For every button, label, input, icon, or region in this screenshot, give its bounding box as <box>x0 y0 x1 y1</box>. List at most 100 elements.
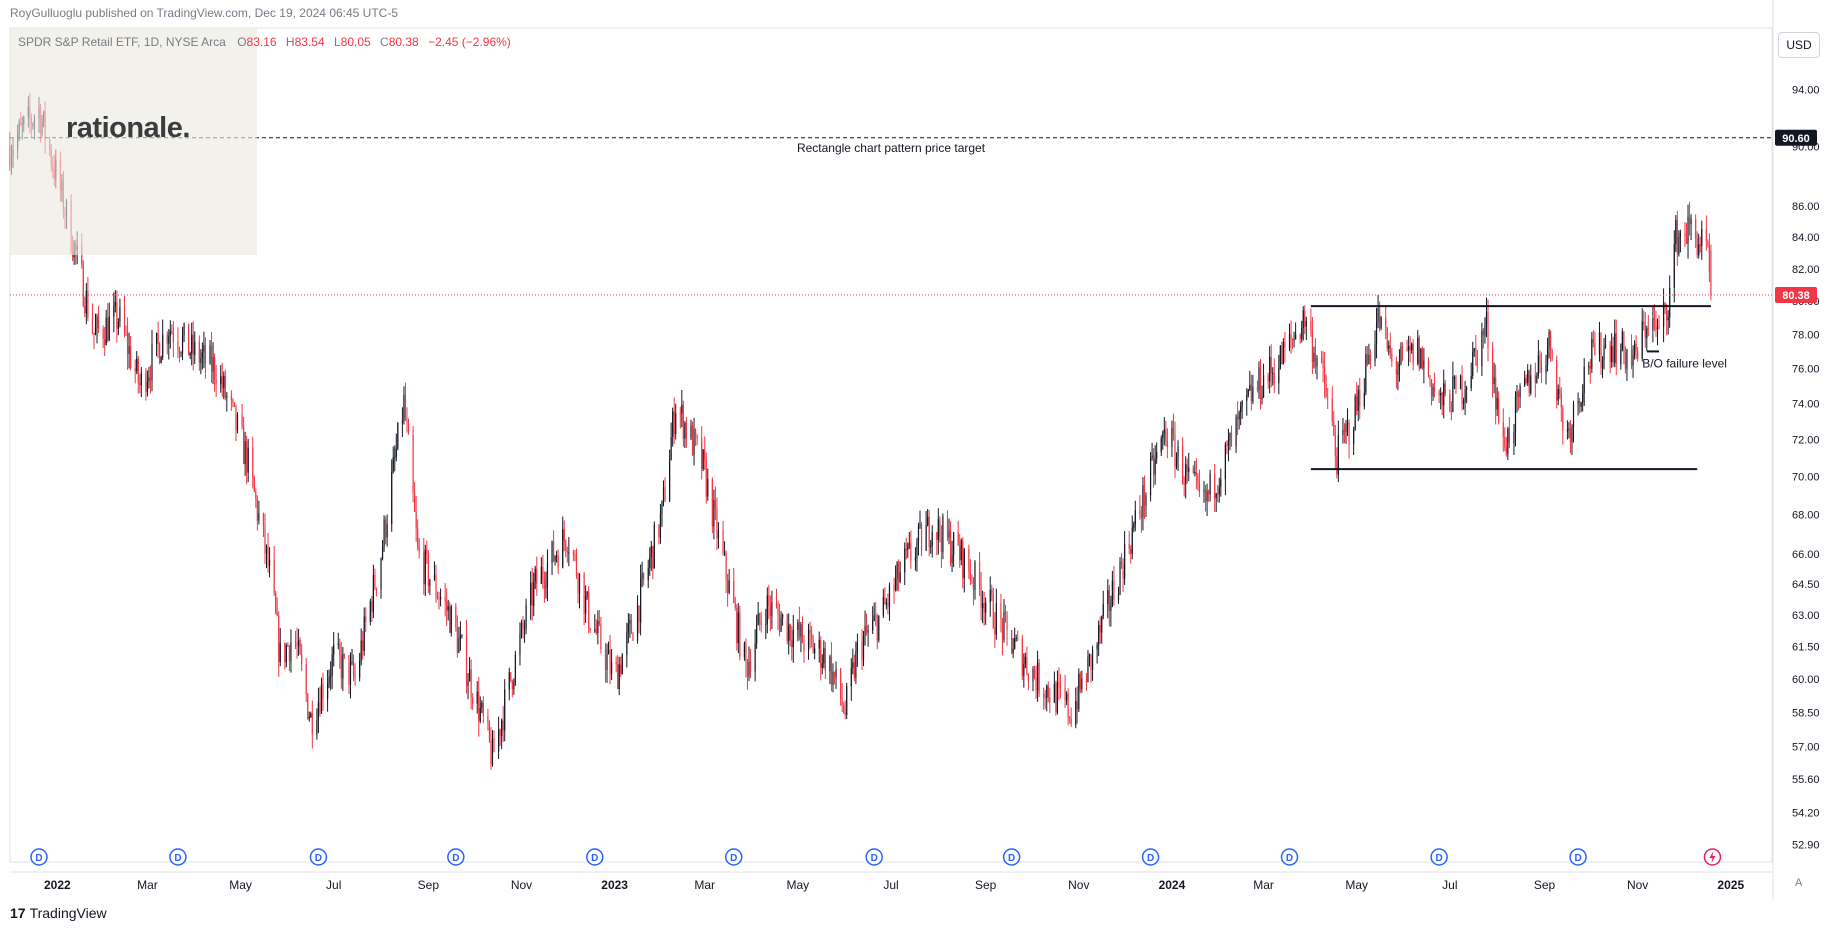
candle-body <box>351 661 353 663</box>
candle-body <box>1357 389 1359 411</box>
candle-body <box>736 607 738 644</box>
candle-body <box>780 618 782 632</box>
candle-body <box>1429 376 1431 380</box>
candle-body <box>1388 345 1390 349</box>
candle-body <box>1369 354 1372 362</box>
candle-body <box>962 540 964 579</box>
x-tick-label: 2025 <box>1717 878 1744 892</box>
x-tick-label: May <box>1345 878 1368 892</box>
candle-body <box>1562 407 1564 431</box>
candle-body <box>1267 375 1269 382</box>
candle-body <box>675 413 677 435</box>
candle-body <box>1487 311 1489 349</box>
candle-body <box>1171 428 1173 447</box>
candle-body <box>1342 429 1344 436</box>
candle-body <box>1675 219 1677 245</box>
candle-body <box>983 603 985 613</box>
candle-body <box>209 345 211 364</box>
candle-body <box>994 627 996 635</box>
y-tick-label: 84.00 <box>1792 232 1820 244</box>
candle-body <box>551 541 553 563</box>
candle-body <box>1559 389 1561 394</box>
candle-body <box>233 402 236 406</box>
candle-body <box>265 545 268 554</box>
candle-body <box>252 447 254 478</box>
candle-body <box>279 642 281 662</box>
candle-body <box>1537 355 1539 376</box>
candle-body <box>172 333 174 342</box>
candle-body <box>478 691 480 721</box>
candle-body <box>349 662 352 685</box>
y-tick-label: 70.00 <box>1792 472 1820 484</box>
candle-body <box>1449 394 1451 412</box>
candle-body <box>907 544 909 551</box>
x-tick-label: 2022 <box>44 878 71 892</box>
candle-body <box>989 589 991 603</box>
candle-body <box>1633 343 1636 356</box>
candle-body <box>1502 422 1504 437</box>
candle-body <box>835 668 837 678</box>
candle-body <box>365 616 367 623</box>
y-tick-label: 63.00 <box>1792 610 1820 622</box>
candle-body <box>149 377 152 381</box>
candle-body <box>96 316 98 329</box>
candle-body <box>704 449 706 461</box>
candle-body <box>920 524 923 551</box>
candle-body <box>1269 356 1271 382</box>
candle-body <box>1421 348 1423 368</box>
candle-body <box>1304 310 1306 327</box>
candle-body <box>896 562 898 579</box>
auto-scale-button[interactable]: A <box>1795 877 1803 889</box>
candle-body <box>1420 348 1422 369</box>
candle-body <box>1397 370 1399 375</box>
candle-body <box>679 413 681 415</box>
candle-body <box>693 429 695 456</box>
candle-body <box>1666 305 1668 321</box>
currency-button[interactable]: USD <box>1778 32 1820 58</box>
candle-body <box>1197 475 1199 483</box>
tradingview-footer[interactable]: 17 TradingView <box>10 905 107 921</box>
candle-body <box>578 573 581 594</box>
candle-body <box>1027 673 1030 682</box>
candle-body <box>653 524 655 569</box>
dividend-label: D <box>591 853 598 864</box>
candle-body <box>1096 644 1098 650</box>
candle-body <box>691 425 694 456</box>
candle-body <box>1331 398 1333 422</box>
price-target-badge <box>1775 129 1817 146</box>
candle-body <box>1594 342 1596 355</box>
candle-body <box>1690 219 1692 225</box>
candle-body <box>9 146 11 167</box>
candle-body <box>1513 431 1515 444</box>
candle-body <box>737 612 739 644</box>
candle-body <box>1215 493 1217 499</box>
candle-body <box>1365 354 1367 393</box>
x-tick-label: Nov <box>1068 878 1089 892</box>
candle-body <box>97 316 100 329</box>
candle-body <box>1336 456 1338 475</box>
candle-body <box>769 606 771 617</box>
candle-body <box>1366 354 1368 365</box>
candle-body <box>1325 384 1327 398</box>
candle-body <box>1067 693 1069 718</box>
y-tick-label: 64.50 <box>1792 579 1820 591</box>
candle-body <box>1120 561 1123 565</box>
candle-body <box>1117 594 1120 600</box>
candle-body <box>714 500 717 509</box>
candle-body <box>255 491 257 499</box>
candle-body <box>1560 393 1562 408</box>
legend-close: 80.38 <box>388 35 419 49</box>
dividend-label: D <box>871 853 878 864</box>
candle-body <box>157 333 159 344</box>
candle-body <box>1149 457 1152 496</box>
y-tick-label: 94.00 <box>1792 84 1820 96</box>
candle-body <box>499 729 501 736</box>
candle-body <box>1620 349 1622 365</box>
candle-body <box>722 530 724 553</box>
candle-body <box>472 697 474 704</box>
candle-body <box>546 562 549 587</box>
candle-body <box>615 662 617 664</box>
y-tick-label: 86.00 <box>1792 201 1820 213</box>
candle-body <box>1452 376 1454 412</box>
